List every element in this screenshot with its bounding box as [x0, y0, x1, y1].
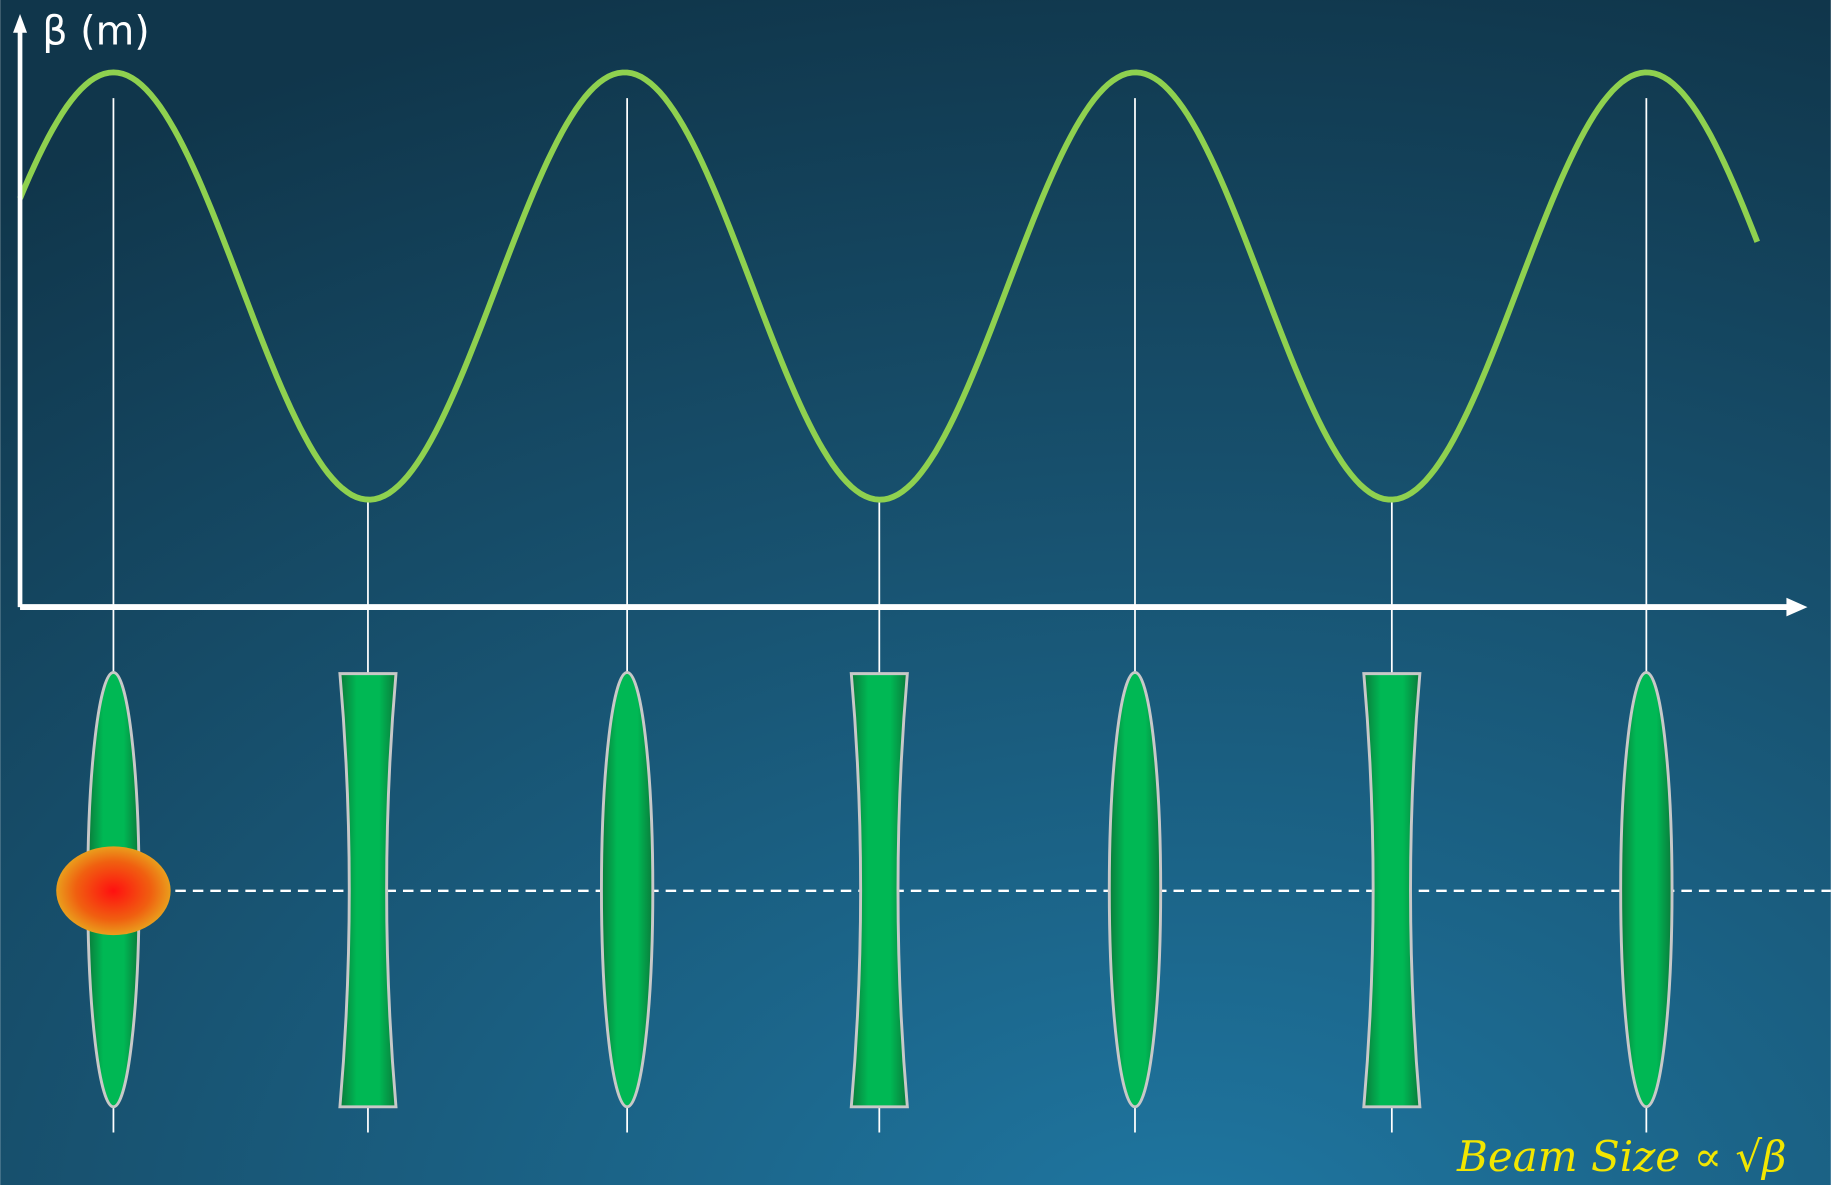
axis-label: β (m): [42, 8, 150, 54]
focusing-lens: [601, 672, 652, 1106]
page: β (m) Beam Size ∝ √β (() => { const data…: [0, 0, 1831, 1185]
focusing-lens: [1109, 672, 1160, 1106]
background: [0, 0, 1831, 1185]
defocusing-lens: [851, 674, 907, 1107]
defocusing-lens: [1364, 674, 1420, 1107]
beam: [56, 846, 170, 935]
diagram: β (m) Beam Size ∝ √β: [0, 0, 1831, 1185]
formula: Beam Size ∝ √β: [1456, 1132, 1786, 1181]
defocusing-lens: [340, 674, 396, 1107]
focusing-lens: [1621, 672, 1672, 1106]
